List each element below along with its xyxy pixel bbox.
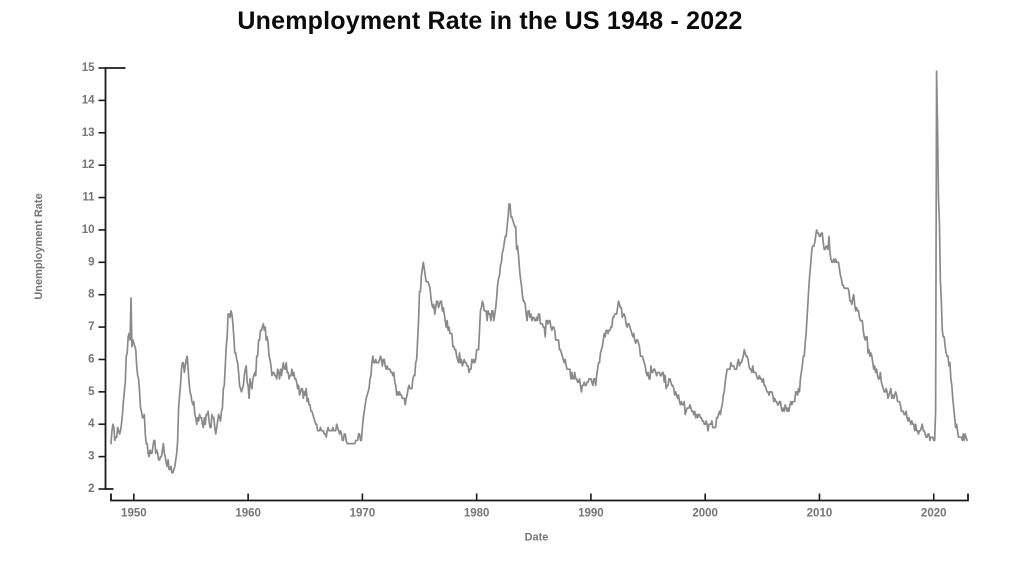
x-axis: 1950 1960 1970 1980 1990 2000 2010 2020 (110, 493, 969, 520)
y-tick-label: 13 (82, 127, 95, 139)
y-axis-label: Unemployment Rate (33, 193, 45, 299)
y-tick-label: 9 (88, 256, 94, 268)
y-tick-label: 4 (88, 418, 95, 430)
x-tick-label: 2010 (807, 508, 833, 520)
x-tick-label: 2000 (692, 508, 718, 520)
x-tick-label: 1960 (235, 508, 261, 520)
y-tick-label: 8 (88, 289, 95, 301)
y-tick-label: 2 (88, 483, 94, 495)
y-axis-line (104, 67, 126, 490)
y-tick-label: 15 (82, 62, 95, 74)
x-tick-label: 2020 (921, 508, 947, 520)
y-tick-label: 11 (82, 192, 95, 204)
x-tick-label: 1950 (121, 508, 147, 520)
x-axis-line (110, 493, 969, 502)
x-tick-label: 1970 (350, 508, 376, 520)
y-axis: 2 3 4 5 6 7 8 9 10 11 12 13 14 15 (82, 62, 126, 495)
y-tick-label: 10 (82, 224, 95, 236)
y-tick-label: 12 (82, 159, 95, 171)
x-tick-label: 1980 (464, 508, 490, 520)
y-tick-label: 7 (88, 321, 94, 333)
y-tick-label: 5 (88, 386, 95, 398)
y-tick-label: 14 (82, 94, 95, 106)
x-tick-label: 1990 (578, 508, 604, 520)
y-tick-label: 3 (88, 451, 94, 463)
y-tick-label: 6 (88, 353, 94, 365)
x-axis-label: Date (525, 532, 549, 544)
unemployment-rate-line (110, 70, 968, 474)
chart-title: Unemployment Rate in the US 1948 - 2022 (237, 7, 743, 35)
